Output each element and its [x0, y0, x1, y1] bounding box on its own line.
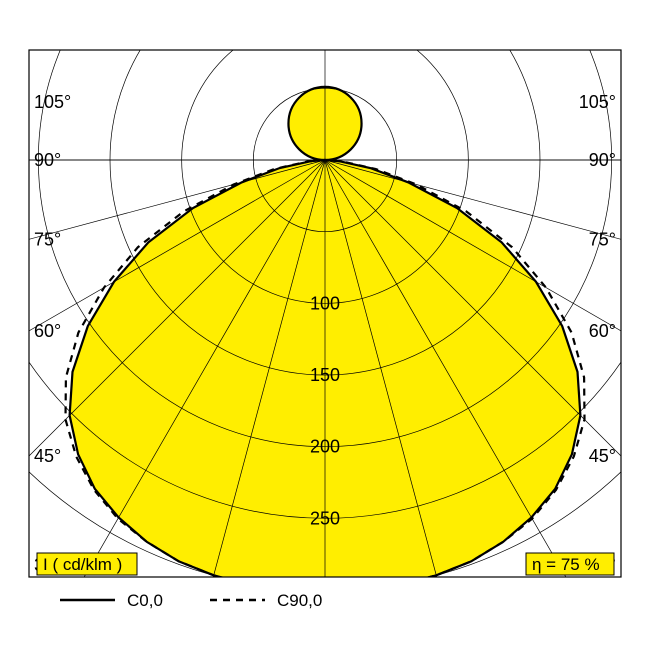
- legend-label: C0,0: [127, 591, 163, 610]
- angle-label-left: 90°: [34, 150, 61, 170]
- ring-label: 150: [310, 365, 340, 385]
- angle-label-right: 105°: [579, 92, 616, 112]
- angle-label-left: 45°: [34, 446, 61, 466]
- efficiency-box-text: η = 75 %: [532, 555, 600, 574]
- angle-label-right: 75°: [589, 229, 616, 249]
- angle-label-left: 60°: [34, 321, 61, 341]
- angle-label-left: 75°: [34, 229, 61, 249]
- ring-label: 200: [310, 437, 340, 457]
- polar-chart: 100150200250105°90°75°60°45°30°105°90°75…: [0, 0, 650, 650]
- angle-label-left: 105°: [34, 92, 71, 112]
- ring-label: 250: [310, 508, 340, 528]
- angle-label-right: 60°: [589, 321, 616, 341]
- angle-label-right: 90°: [589, 150, 616, 170]
- angle-label-right: 45°: [589, 446, 616, 466]
- unit-box-text: I ( cd/klm ): [43, 555, 122, 574]
- legend-label: C90,0: [277, 591, 322, 610]
- ring-label: 100: [310, 293, 340, 313]
